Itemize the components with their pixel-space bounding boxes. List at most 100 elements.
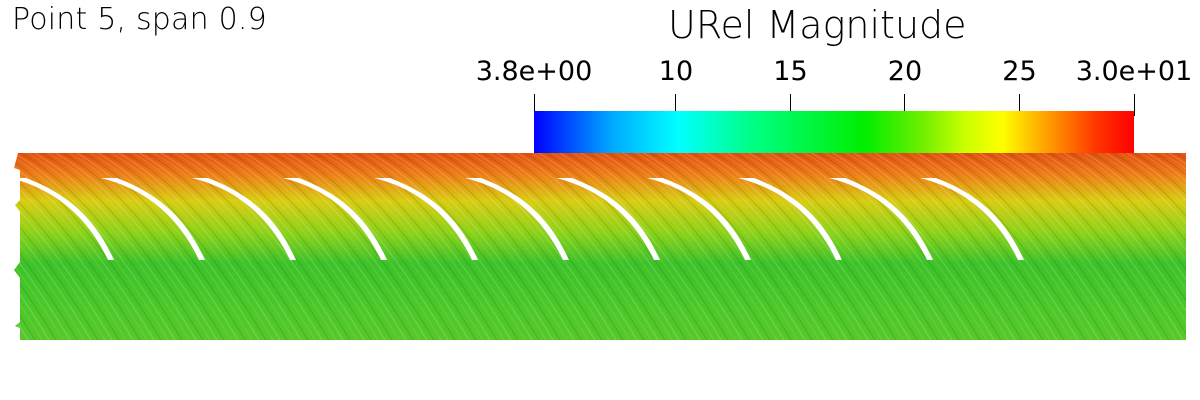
streamline <box>791 153 963 340</box>
streamline <box>763 153 935 340</box>
streamline <box>560 153 732 340</box>
streamline <box>735 153 907 340</box>
streamline <box>49 153 221 340</box>
streamline <box>441 153 613 340</box>
streamline <box>497 153 669 340</box>
streamline <box>567 153 739 340</box>
plot-caption: Point 5, span 0.9 <box>12 2 267 37</box>
streamline <box>700 153 872 340</box>
streamline <box>357 153 529 340</box>
streamline <box>448 153 620 340</box>
streamline <box>539 153 711 340</box>
streamline <box>147 153 319 340</box>
streamline <box>903 153 1075 340</box>
streamline <box>784 153 956 340</box>
streamline <box>644 153 816 340</box>
streamline <box>189 153 361 340</box>
streamline <box>21 153 193 340</box>
streamline <box>14 153 116 340</box>
streamline <box>371 153 543 340</box>
streamline <box>1015 153 1186 340</box>
streamline <box>175 153 347 340</box>
colorbar-tick-mark-3 <box>904 94 906 116</box>
streamline <box>994 153 1166 340</box>
streamline <box>1036 153 1186 340</box>
streamline <box>14 153 186 340</box>
streamline <box>1155 153 1186 340</box>
streamline <box>14 153 95 340</box>
streamlines <box>14 150 1200 345</box>
streamline <box>1106 153 1186 340</box>
streamline <box>1183 153 1186 340</box>
colorbar-tick-mark-0 <box>533 94 535 116</box>
streamline <box>462 153 634 340</box>
streamline <box>931 153 1103 340</box>
streamline <box>875 153 1047 340</box>
streamline <box>14 153 46 340</box>
streamline <box>14 153 109 340</box>
streamline <box>518 153 690 340</box>
streamline <box>427 153 599 340</box>
streamline <box>966 153 1138 340</box>
streamline <box>882 153 1054 340</box>
streamline <box>259 153 431 340</box>
streamline <box>28 153 200 340</box>
streamline <box>329 153 501 340</box>
colorbar-tick-mark-1 <box>675 94 677 116</box>
streamline <box>1127 153 1186 340</box>
streamline <box>1050 153 1186 340</box>
colorbar-tick-mark-2 <box>789 94 791 116</box>
streamline <box>973 153 1145 340</box>
streamline <box>392 153 564 340</box>
streamline <box>98 153 270 340</box>
streamline <box>630 153 802 340</box>
streamline <box>14 153 18 340</box>
streamline <box>378 153 550 340</box>
streamline <box>1148 153 1186 340</box>
streamline <box>42 153 214 340</box>
streamline <box>14 153 123 340</box>
streamline <box>651 153 823 340</box>
streamline <box>833 153 1005 340</box>
streamline <box>315 153 487 340</box>
streamline <box>707 153 879 340</box>
streamline <box>1008 153 1180 340</box>
streamline <box>532 153 704 340</box>
streamline <box>1029 153 1186 340</box>
streamline <box>777 153 949 340</box>
colorbar-tick-label-0: 3.8e+00 <box>475 56 593 87</box>
streamline <box>336 153 508 340</box>
streamline <box>252 153 424 340</box>
streamline <box>14 153 151 340</box>
streamline <box>112 153 284 340</box>
streamline <box>77 153 249 340</box>
streamline <box>287 153 459 340</box>
streamline <box>133 153 305 340</box>
streamline <box>938 153 1110 340</box>
streamline <box>1191 150 1200 345</box>
streamline <box>126 153 298 340</box>
streamline <box>1092 153 1186 340</box>
streamline <box>609 153 781 340</box>
streamline <box>1099 153 1186 340</box>
streamline <box>588 153 760 340</box>
streamline <box>1001 153 1173 340</box>
streamline <box>714 153 886 340</box>
streamline <box>476 153 648 340</box>
streamline <box>672 153 844 340</box>
streamline <box>679 153 851 340</box>
streamline <box>14 153 130 340</box>
streamline <box>798 153 970 340</box>
colorbar <box>534 111 1134 153</box>
streamline <box>1071 153 1186 340</box>
streamline <box>826 153 998 340</box>
streamline <box>105 153 277 340</box>
streamline <box>63 153 235 340</box>
streamline <box>1113 153 1186 340</box>
streamline <box>1057 153 1186 340</box>
streamline <box>917 153 1089 340</box>
streamline <box>623 153 795 340</box>
streamline <box>1064 153 1186 340</box>
colorbar-tick-mark-5 <box>1133 94 1135 116</box>
streamline <box>1120 153 1186 340</box>
